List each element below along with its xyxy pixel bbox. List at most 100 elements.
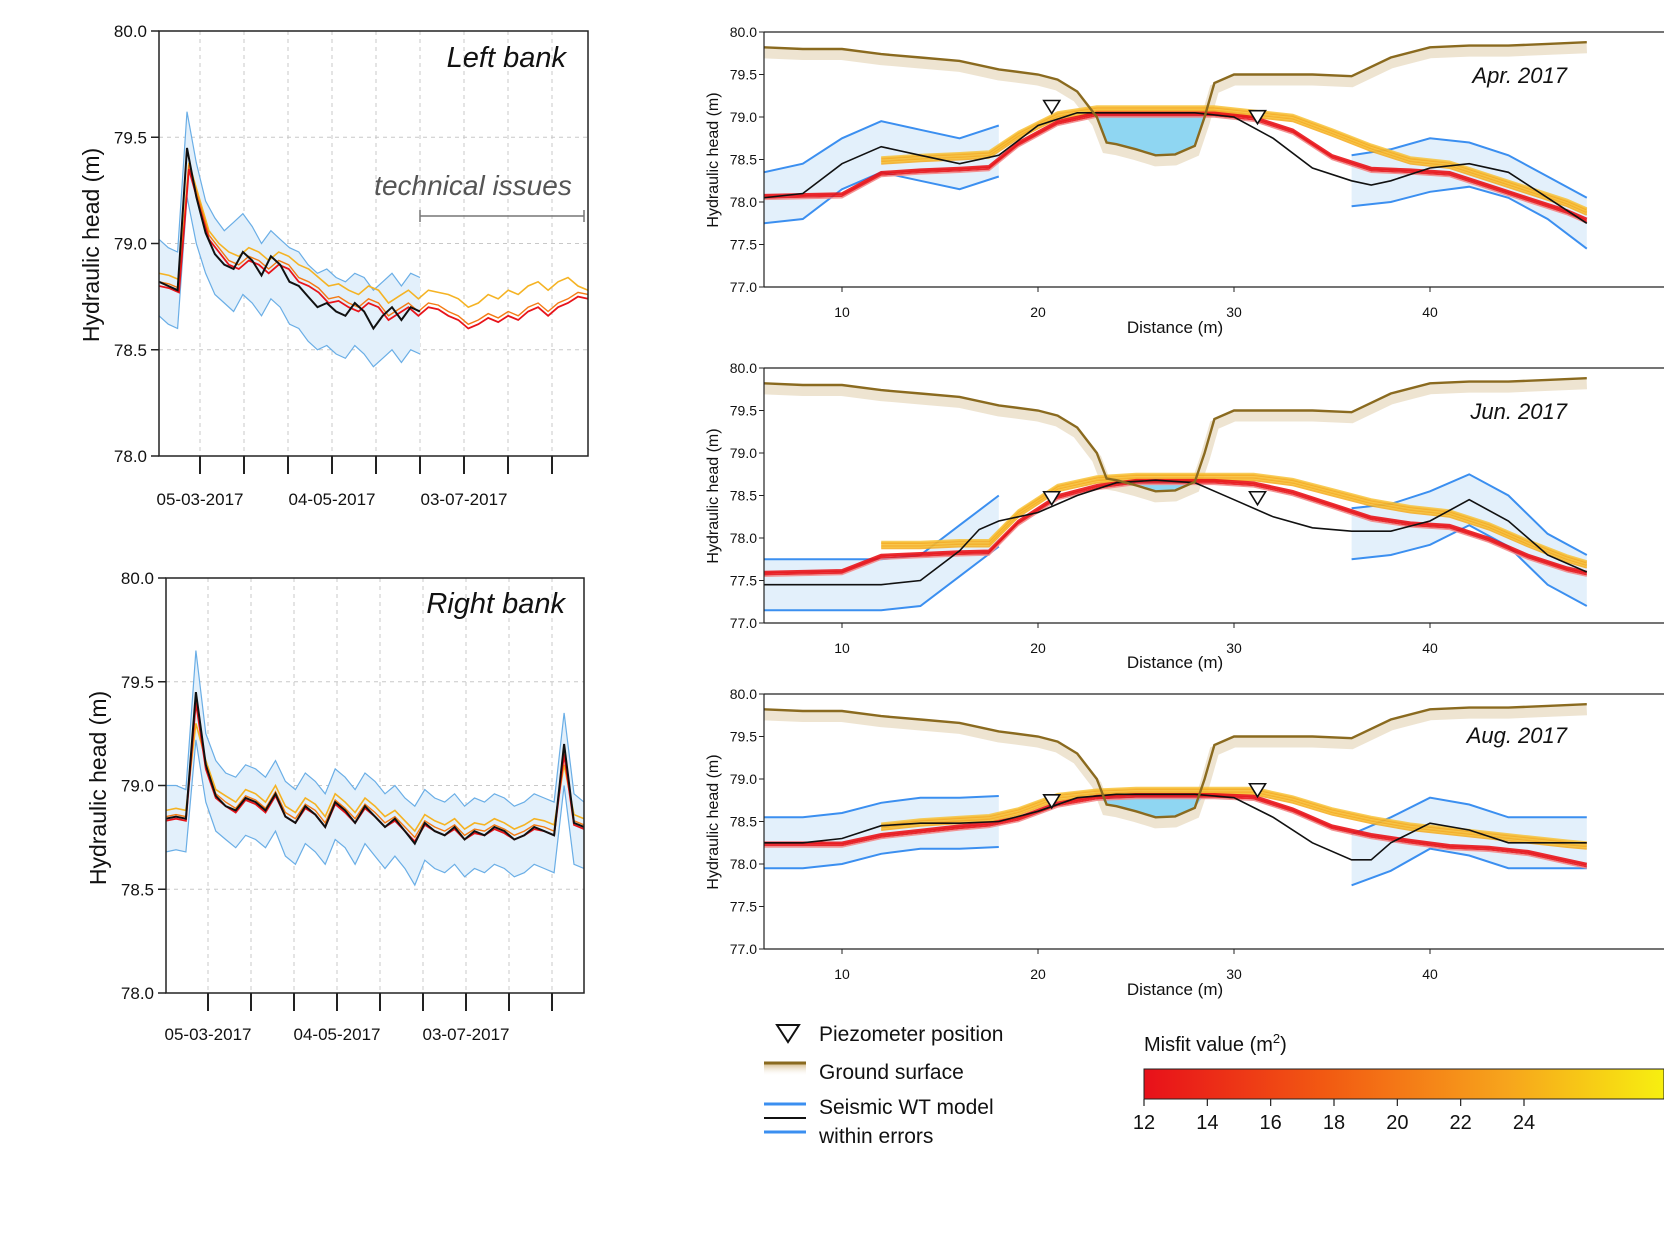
seismic-upper-line	[166, 650, 584, 808]
ground-shading	[764, 43, 1588, 167]
cross-section-apr-plot	[764, 32, 1664, 250]
cross-section-aug-xlabel: Distance (m)	[1127, 980, 1223, 999]
y-tick-label: 79.0	[730, 771, 757, 787]
left-bank-title: Left bank	[447, 42, 568, 74]
piezometer-marker	[1248, 782, 1267, 799]
ground-surface-line	[764, 41, 1587, 157]
cross-section-apr-ylabel: Hydraulic head (m)	[705, 92, 722, 227]
misfit-low-strand	[764, 483, 1587, 577]
seismic-lower-line	[166, 739, 584, 887]
misfit-high-line	[159, 162, 588, 309]
x-tick-label: 40	[1422, 640, 1438, 656]
air-region	[764, 368, 1664, 492]
right-bank-title: Right bank	[426, 588, 566, 620]
misfit-low-strand	[764, 114, 1588, 223]
x-tick-label: 05-03-2017	[157, 490, 244, 509]
colorbar-tick-label: 12	[1133, 1112, 1155, 1134]
cross-section-jun-panel: 77.0 77.5 78.0 78.5 79.0 79.5 80.0 10 20 30 40 Jun…	[705, 360, 1664, 672]
cross-section-apr-xlabel: Distance (m)	[1127, 318, 1223, 337]
ground-surface-swatch	[764, 1062, 806, 1076]
x-tick-label: 30	[1226, 640, 1242, 656]
colorbar-ticks: 12 14 16 18 20 22 24	[1133, 1099, 1535, 1134]
misfit-low-strand	[764, 116, 1588, 224]
y-tick-label: 78.0	[114, 447, 147, 466]
y-tick-label: 79.5	[730, 729, 757, 745]
y-tick-label: 78.0	[730, 194, 757, 210]
left-bank-ylabel: Hydraulic head (m)	[78, 148, 104, 342]
right-bank-panel: 78.0 78.5 79.0 79.5 80.0 05-03-2017 04-05-2017…	[85, 569, 585, 1044]
y-tick-label: 77.0	[730, 279, 757, 295]
seismic-error-band	[159, 111, 420, 367]
colorbar-tick-label: 18	[1323, 1112, 1345, 1134]
cross-section-jun-axes: 77.0 77.5 78.0 78.5 79.0 79.5 80.0 10 20 30 40	[730, 360, 1664, 656]
x-tick-label: 20	[1030, 640, 1046, 656]
y-tick-label: 80.0	[730, 686, 757, 702]
x-tick-label: 03-07-2017	[421, 490, 508, 509]
misfit-high-strand	[881, 788, 1587, 845]
y-tick-label: 78.0	[121, 984, 154, 1003]
colorbar-tick-label: 24	[1513, 1112, 1535, 1134]
y-tick-label: 77.0	[730, 615, 757, 631]
x-tick-label: 04-05-2017	[289, 490, 376, 509]
ground-shading	[764, 705, 1588, 829]
legend-seismic-label-2: within errors	[818, 1125, 933, 1148]
y-tick-label: 78.5	[730, 814, 757, 830]
observed-head-line	[166, 691, 584, 846]
y-tick-label: 77.5	[730, 237, 757, 253]
technical-issues-label: technical issues	[374, 170, 572, 201]
error-lower-right-line	[1351, 185, 1588, 250]
cross-section-jun-plot	[764, 368, 1664, 612]
piezometer-icon	[775, 1024, 801, 1044]
piezometer-marker	[1042, 99, 1062, 116]
x-tick-label: 10	[834, 966, 850, 982]
error-lower-right-line	[1351, 847, 1587, 887]
error-band-left	[764, 495, 999, 611]
misfit-mid-line	[166, 698, 584, 839]
seismic-lower-line	[159, 196, 421, 368]
misfit-high-strand	[881, 105, 1588, 210]
error-upper-right-line	[1351, 137, 1588, 199]
y-tick-label: 80.0	[121, 569, 154, 588]
colorbar-tick-label: 22	[1450, 1112, 1472, 1134]
left-bank-series	[159, 111, 588, 368]
cross-section-jun-title: Jun. 2017	[1469, 399, 1567, 424]
misfit-low-strand	[764, 113, 1588, 222]
misfit-low-strand	[764, 796, 1587, 868]
y-tick-label: 79.0	[730, 445, 757, 461]
error-band-right	[1351, 138, 1587, 249]
misfit-high-strand	[881, 472, 1588, 563]
ground-shading	[764, 379, 1588, 503]
y-tick-label: 78.5	[730, 152, 757, 168]
misfit-high-strand	[881, 786, 1587, 844]
seismic-model-line	[764, 112, 1588, 224]
cross-section-apr-title: Apr. 2017	[1470, 63, 1567, 88]
right-bank-ylabel: Hydraulic head (m)	[85, 691, 111, 885]
left-bank-panel: 78.0 78.5 79.0 79.5 80.0 05-03-2017 04-05-2017…	[78, 22, 589, 509]
cross-section-aug-axes: 77.0 77.5 78.0 78.5 79.0 79.5 80.0 10 20 30 40	[730, 686, 1664, 982]
y-tick-label: 79.5	[730, 67, 757, 83]
y-tick-label: 77.0	[730, 941, 757, 957]
error-band-right	[1351, 797, 1587, 886]
x-tick-label: 30	[1226, 304, 1242, 320]
y-tick-label: 79.5	[114, 128, 147, 147]
y-tick-label: 79.5	[730, 403, 757, 419]
air-region	[764, 32, 1664, 156]
misfit-high-strand	[881, 109, 1588, 214]
error-upper-left-line	[764, 120, 1000, 174]
cross-section-apr-axes: 77.0 77.5 78.0 78.5 79.0 79.5 80.0 10 20 30 40	[730, 24, 1664, 320]
error-lower-left-line	[764, 545, 1000, 612]
x-tick-label: 03-07-2017	[423, 1025, 510, 1044]
colorbar-title-close: )	[1280, 1034, 1287, 1056]
x-tick-label: 04-05-2017	[294, 1025, 381, 1044]
y-tick-label: 78.5	[114, 341, 147, 360]
right-bank-series	[166, 650, 584, 887]
misfit-high-strand	[881, 790, 1587, 848]
y-tick-label: 79.0	[121, 777, 154, 796]
cross-section-apr-panel: 77.0 77.5 78.0 78.5 79.0 79.5 80.0 10 20 30 40 Apr…	[705, 24, 1664, 337]
seismic-model-line	[764, 479, 1588, 586]
y-tick-label: 80.0	[730, 24, 757, 40]
y-tick-label: 78.0	[730, 530, 757, 546]
error-upper-right-line	[1351, 796, 1587, 836]
y-tick-label: 79.0	[730, 109, 757, 125]
